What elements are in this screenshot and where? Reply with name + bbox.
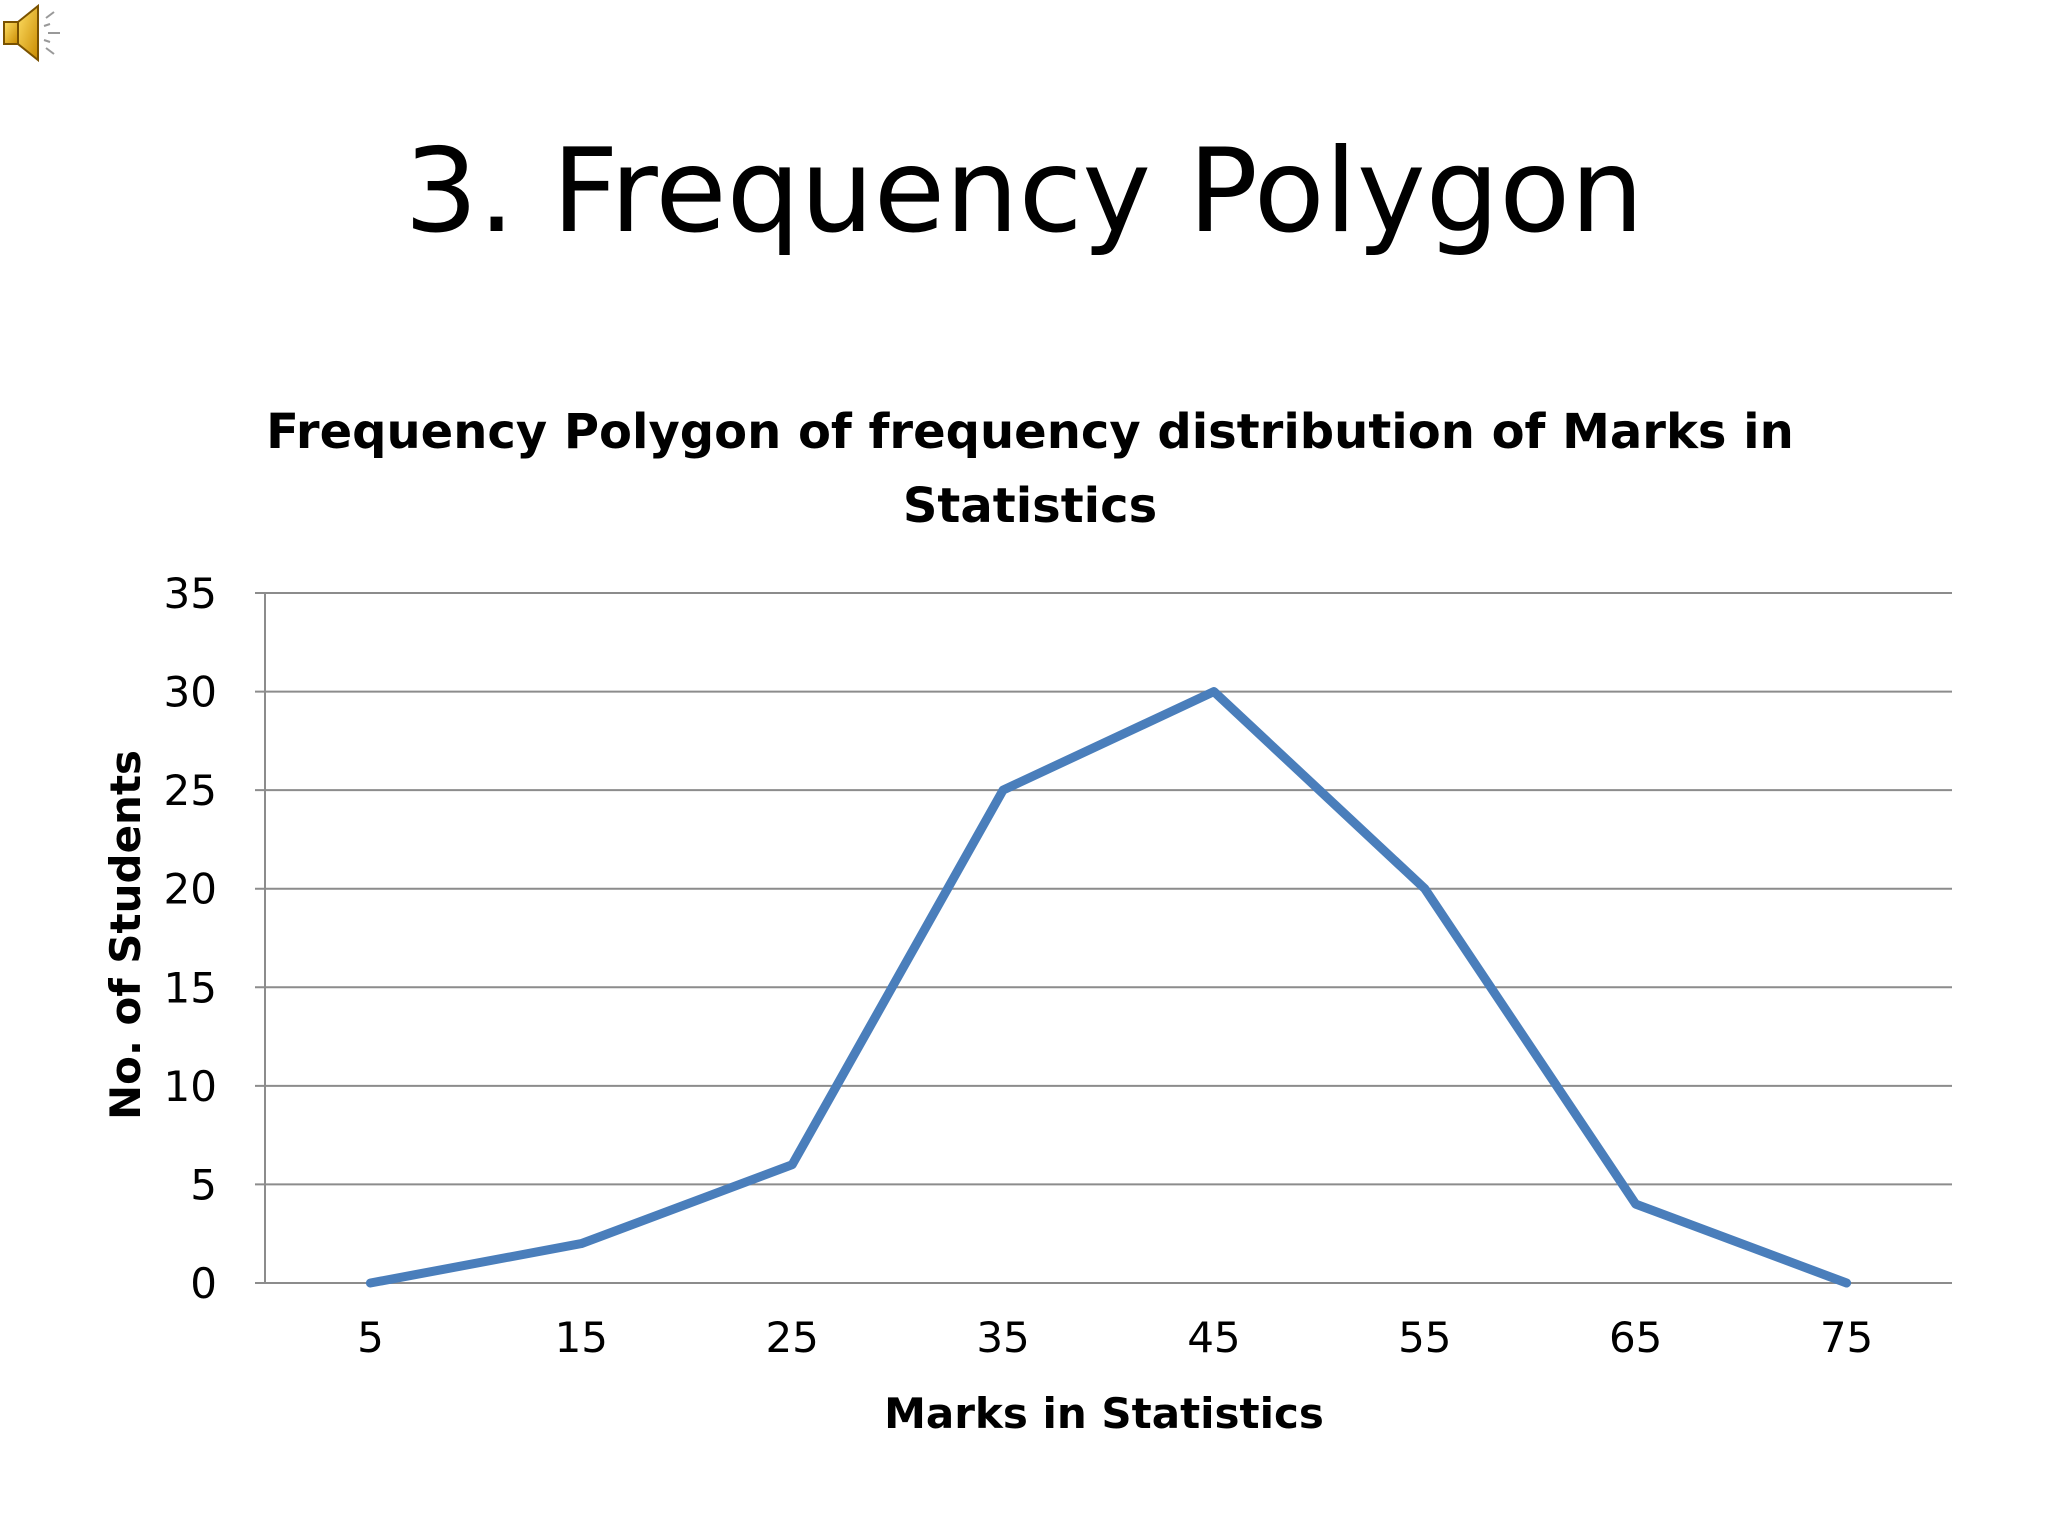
data-point-45 (1209, 687, 1218, 696)
x-tick-labels: 5 15 25 35 45 55 65 75 (357, 1313, 1873, 1362)
data-point-15 (577, 1239, 586, 1248)
x-tick-label-35: 35 (976, 1313, 1029, 1362)
y-tick-label-10: 10 (164, 1062, 217, 1111)
data-point-25 (788, 1160, 797, 1169)
y-tick-label-0: 0 (190, 1259, 217, 1308)
x-tick-label-25: 25 (765, 1313, 818, 1362)
data-point-5 (366, 1279, 375, 1287)
x-tick-label-75: 75 (1820, 1313, 1873, 1362)
series-lines (365, 687, 1852, 1288)
data-point-75 (1842, 1279, 1851, 1287)
slide-title: 3. Frequency Polygon (404, 124, 1644, 259)
data-point-65 (1631, 1200, 1640, 1209)
chart-title-line-1: Frequency Polygon of frequency distribut… (266, 404, 1794, 460)
y-tick-label-35: 35 (164, 569, 217, 618)
data-point-35 (999, 786, 1008, 795)
x-tick-label-65: 65 (1609, 1313, 1662, 1362)
y-tick-label-20: 20 (164, 865, 217, 914)
y-tick-label-15: 15 (164, 963, 217, 1012)
gridlines (255, 592, 1952, 1284)
y-tick-label-25: 25 (164, 766, 217, 815)
y-axis-title: No. of Students (101, 750, 150, 1120)
speaker-sound-icon[interactable] (0, 0, 68, 68)
series-line-0 (365, 687, 1852, 1288)
y-tick-label-5: 5 (190, 1160, 217, 1209)
chart-title-line-2: Statistics (903, 478, 1157, 534)
y-tick-label-30: 30 (164, 668, 217, 717)
x-axis-title: Marks in Statistics (884, 1389, 1324, 1438)
x-tick-label-5: 5 (357, 1313, 384, 1362)
data-point-55 (1420, 884, 1429, 893)
x-tick-label-45: 45 (1187, 1313, 1240, 1362)
x-tick-label-15: 15 (555, 1313, 608, 1362)
y-tick-labels: 0 5 10 15 20 25 30 35 (164, 569, 217, 1308)
x-tick-label-55: 55 (1398, 1313, 1451, 1362)
